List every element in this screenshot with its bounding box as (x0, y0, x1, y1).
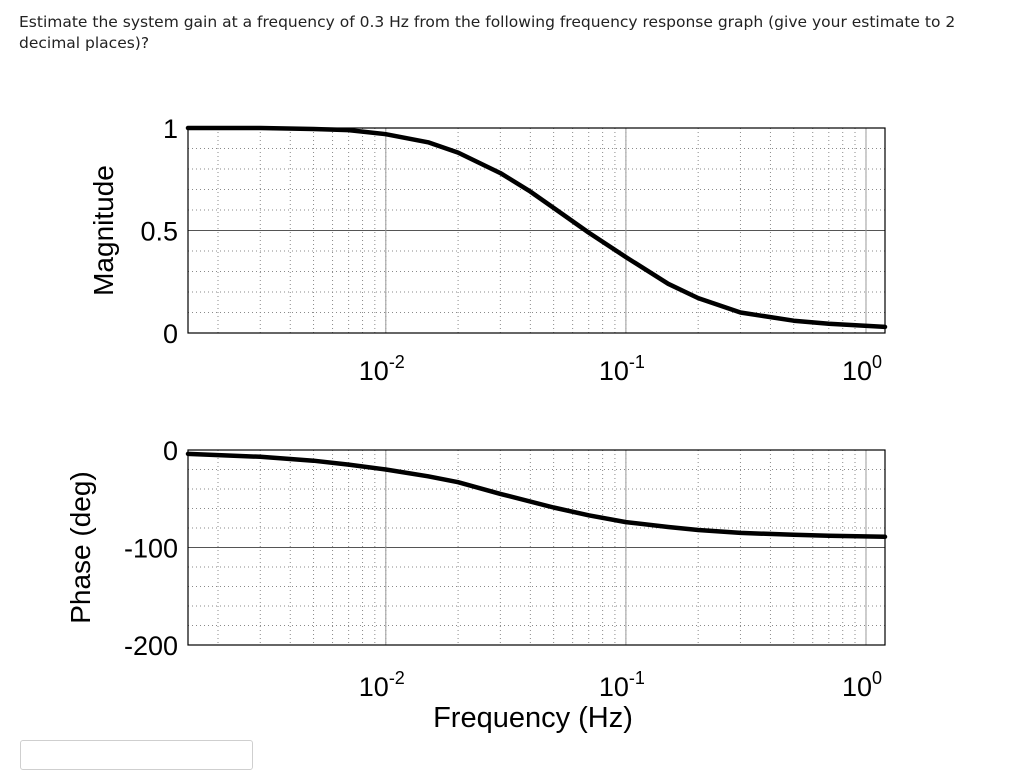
y-tick-label: 0 (163, 319, 178, 349)
y-tick-label: -200 (124, 631, 178, 661)
x-axis-label: Frequency (Hz) (433, 702, 633, 734)
y-tick-label: 0.5 (140, 217, 178, 247)
bode-plot-figure: 0 0.5 1 10-2 10-1 100 Magnitude 0 -100 -200 10-2 1… (65, 114, 888, 734)
series-line-0 (185, 451, 888, 540)
x-tick-label: 10-1 (599, 668, 645, 702)
y-axis-label: Magnitude (88, 165, 119, 296)
y-axis-label: Phase (deg) (65, 471, 96, 624)
x-tick-label: 10-2 (359, 352, 405, 386)
question-text: Estimate the system gain at a frequency … (19, 13, 956, 52)
series-line-0 (185, 125, 888, 330)
y-tick-label: -100 (124, 534, 178, 564)
phase-plot: 0 -100 -200 10-2 10-1 100 Phase (deg) Frequency… (65, 436, 888, 734)
axes-box (187, 449, 886, 646)
x-tick-label: 100 (842, 668, 882, 702)
x-tick-label: 10-2 (359, 668, 405, 702)
magnitude-plot: 0 0.5 1 10-2 10-1 100 Magnitude (88, 114, 888, 386)
y-tick-label: 1 (163, 114, 178, 144)
y-tick-label: 0 (163, 436, 178, 466)
x-tick-label: 100 (842, 352, 882, 386)
axes-box (187, 127, 886, 334)
answer-input[interactable] (20, 740, 253, 770)
x-tick-label: 10-1 (599, 352, 645, 386)
